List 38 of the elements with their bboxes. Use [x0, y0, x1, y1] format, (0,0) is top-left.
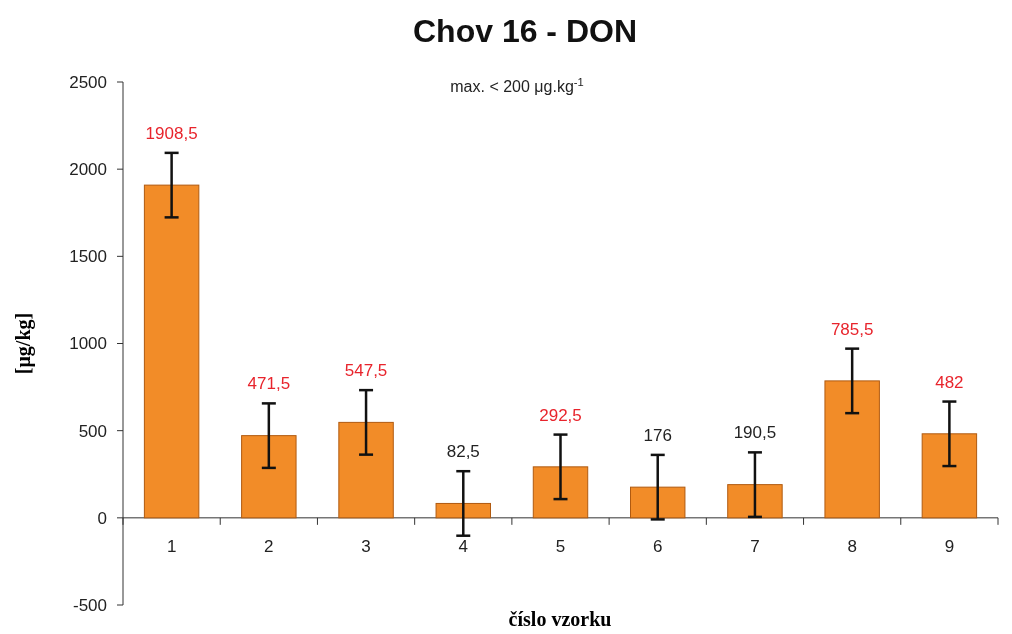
x-tick-label: 8 [847, 536, 857, 556]
data-label: 190,5 [733, 423, 777, 443]
bar [338, 421, 394, 519]
data-label: 471,5 [247, 374, 291, 394]
data-label: 1908,5 [145, 123, 198, 143]
data-label: 292,5 [539, 405, 582, 425]
x-tick-label: 3 [361, 536, 371, 556]
x-axis-title: číslo vzorku [508, 608, 612, 630]
y-tick-label: 2000 [69, 160, 107, 180]
data-label: 785,5 [830, 319, 874, 339]
y-tick-label: 0 [97, 508, 107, 528]
chart-subtitle: max. < 200 μg.kg$^{-1}$ [450, 76, 584, 95]
data-label: 82,5 [446, 442, 480, 462]
chart-title: Chov 16 - DON [412, 13, 638, 49]
bar [727, 484, 783, 519]
y-tick-label: 500 [78, 421, 107, 441]
x-tick-label: 6 [652, 536, 663, 556]
y-tick-label: 1500 [69, 247, 107, 267]
y-axis-title: [μg/kg] [12, 312, 35, 375]
data-label: 547,5 [344, 361, 388, 381]
x-tick-label: 1 [166, 536, 177, 556]
x-tick-label: 2 [264, 536, 274, 556]
bar [630, 486, 686, 519]
bar [435, 502, 491, 519]
x-tick-label: 4 [458, 536, 469, 556]
bar [143, 184, 200, 519]
x-tick-label: 7 [750, 536, 760, 556]
data-label: 176 [643, 425, 672, 445]
bar [824, 380, 880, 519]
y-tick-label: -500 [72, 595, 107, 615]
bar [241, 435, 297, 519]
bar [921, 433, 978, 519]
y-tick-label: 1000 [69, 334, 107, 354]
x-tick-label: 5 [555, 536, 566, 556]
bar [532, 466, 589, 519]
data-label: 482 [935, 372, 964, 392]
x-tick-label: 9 [944, 536, 955, 556]
y-tick-label: 2500 [69, 72, 107, 92]
